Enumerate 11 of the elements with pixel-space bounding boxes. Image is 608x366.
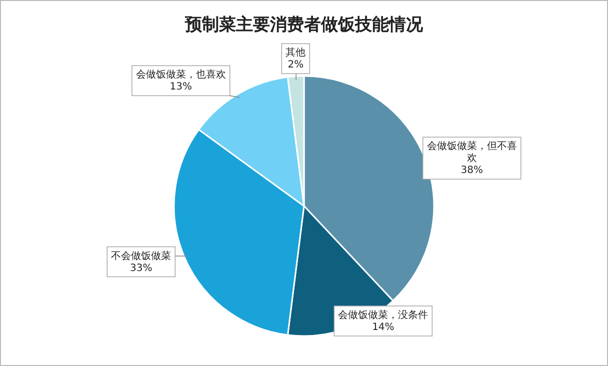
slice-label: 其他 <box>286 46 306 59</box>
data-label: 33% <box>130 262 152 274</box>
slice-label: 会做饭做菜，也喜欢 <box>136 68 226 81</box>
chart-title: 预制菜主要消费者做饭技能情况 <box>184 15 424 35</box>
slice-label: 会做饭做菜，但不喜欢 <box>426 140 517 164</box>
data-label: 13% <box>170 82 192 93</box>
data-label: 2% <box>288 60 304 71</box>
data-label: 14% <box>372 322 394 333</box>
slice-label: 会做饭做菜，没条件 <box>338 309 428 321</box>
data-label: 38% <box>460 165 483 176</box>
slice-label: 不会做饭做菜 <box>111 250 172 262</box>
